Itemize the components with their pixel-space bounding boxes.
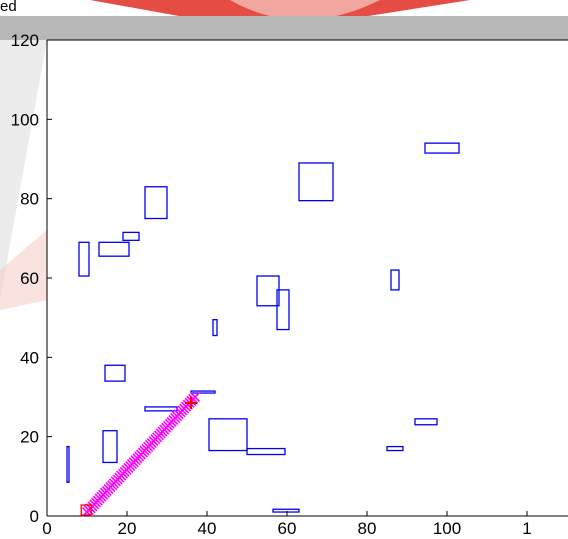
banner-pink-shape <box>230 0 380 20</box>
obstacle-1 <box>66 445 70 483</box>
obstacle-2 <box>78 241 90 277</box>
obstacle-15 <box>272 508 300 513</box>
obstacle-5 <box>144 186 168 220</box>
obstacle-4 <box>122 231 140 241</box>
y-tick-label: 0 <box>30 507 39 526</box>
obstacle-10 <box>212 318 218 337</box>
obstacle-14 <box>276 289 290 331</box>
goal-marker <box>185 396 197 409</box>
x-tick-label: 20 <box>118 519 137 538</box>
y-tick-label: 60 <box>20 269 39 288</box>
x-tick-label: 100 <box>433 519 461 538</box>
ticks-layer: 0 20 40 60 80 100 120 0 20 40 60 80 100 1 <box>11 31 532 538</box>
x-tick-label: 80 <box>358 519 377 538</box>
y-tick-label: 120 <box>11 31 39 50</box>
obstacle-12 <box>246 447 286 456</box>
path-layer <box>80 391 201 518</box>
obstacle-13 <box>256 275 280 307</box>
obstacle-20 <box>424 142 460 154</box>
obstacle-11 <box>208 418 248 452</box>
y-tick-label: 80 <box>20 190 39 209</box>
x-tick-label: 1 <box>522 519 531 538</box>
y-tick-label: 20 <box>20 428 39 447</box>
y-tick-label: 100 <box>11 110 39 129</box>
figure-gray-strip <box>0 16 568 40</box>
top-text-fragment: ed <box>0 0 17 15</box>
obstacle-7 <box>102 430 118 464</box>
obstacle-16 <box>298 162 334 202</box>
obstacle-6 <box>104 364 126 382</box>
obstacle-3 <box>98 241 130 257</box>
obstacle-18 <box>386 445 404 452</box>
obstacles-layer <box>66 142 460 513</box>
figure-side-shading <box>0 40 47 300</box>
start-marker <box>80 504 92 516</box>
plot-area <box>47 40 568 516</box>
obstacle-17 <box>390 269 400 291</box>
x-tick-label: 60 <box>278 519 297 538</box>
obstacle-19 <box>414 418 438 426</box>
x-tick-label: 40 <box>198 519 217 538</box>
x-tick-label: 0 <box>42 519 51 538</box>
side-pink-shape <box>0 230 47 310</box>
y-tick-label: 40 <box>20 348 39 367</box>
